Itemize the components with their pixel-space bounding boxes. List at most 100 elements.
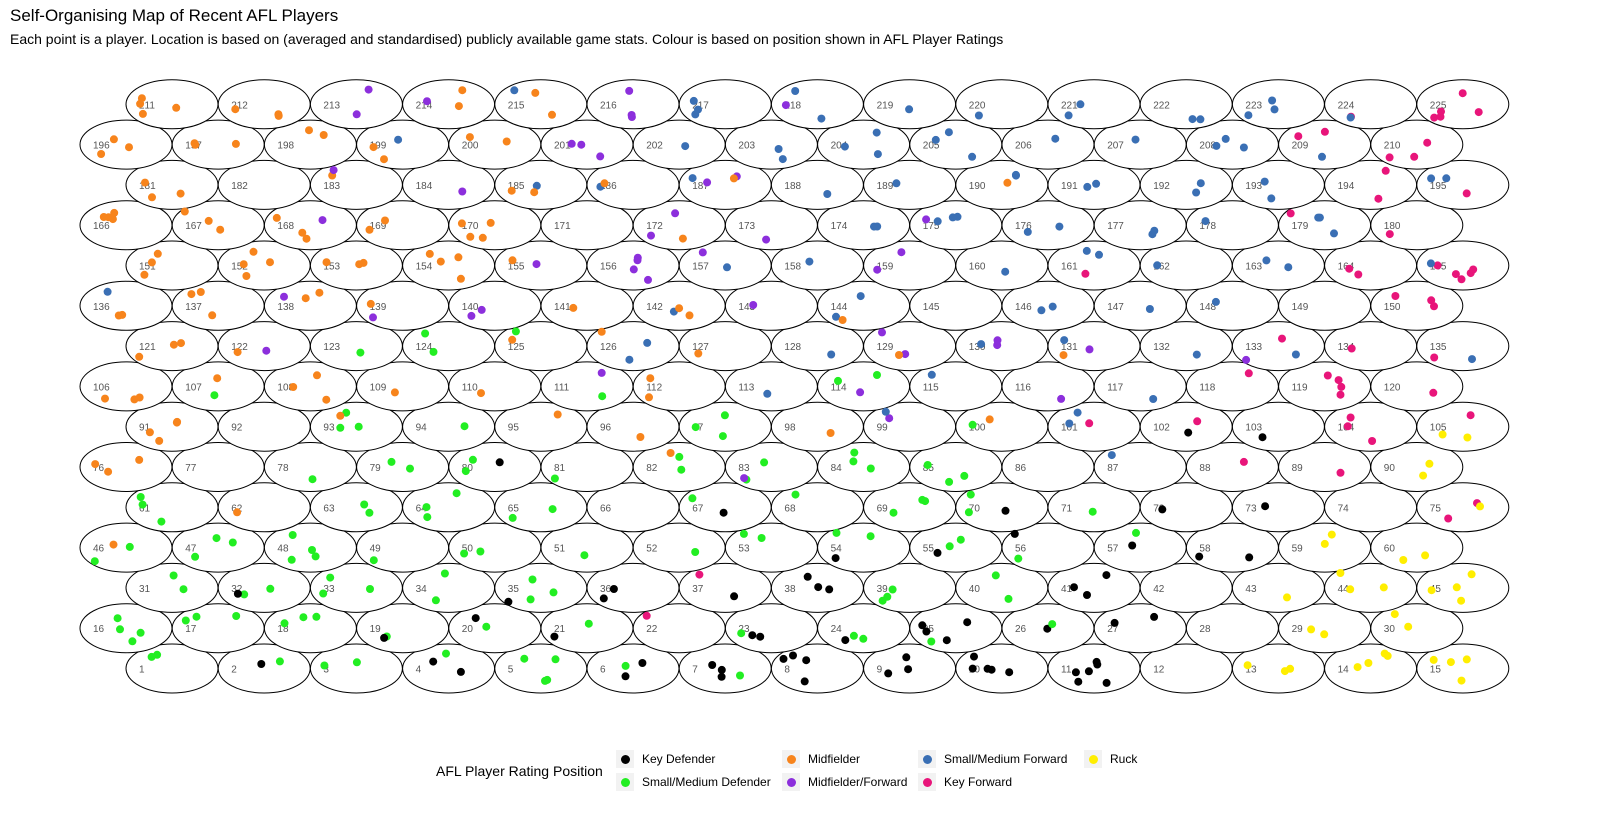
player-point — [208, 311, 217, 320]
player-point — [817, 114, 826, 123]
node-label-57: 57 — [1107, 544, 1119, 555]
player-point — [889, 508, 898, 517]
player-point — [1385, 153, 1394, 162]
player-point — [902, 653, 911, 662]
player-point — [1468, 355, 1476, 364]
player-point — [322, 258, 331, 267]
player-point — [1093, 660, 1102, 669]
node-label-190: 190 — [969, 181, 986, 192]
player-point — [1001, 267, 1010, 276]
som-map: 1234567891011121314151617181920212223242… — [79, 79, 1510, 694]
node-label-213: 213 — [323, 100, 340, 111]
node-label-127: 127 — [692, 342, 709, 353]
player-point — [249, 247, 258, 256]
player-point — [800, 677, 809, 686]
player-point — [354, 422, 363, 431]
player-point — [196, 288, 205, 296]
player-point — [1429, 655, 1438, 664]
node-label-156: 156 — [600, 262, 617, 273]
player-point — [584, 619, 593, 628]
player-point — [1423, 138, 1432, 147]
player-point — [502, 137, 511, 146]
node-label-142: 142 — [646, 302, 663, 313]
player-point — [1192, 350, 1201, 359]
node-label-176: 176 — [1015, 221, 1032, 232]
node-label-18: 18 — [277, 624, 289, 635]
node-label-23: 23 — [738, 624, 750, 635]
player-point — [1284, 263, 1293, 272]
player-point — [1095, 250, 1103, 259]
player-point — [1084, 667, 1093, 676]
player-point — [440, 569, 449, 578]
player-point — [550, 632, 559, 641]
player-point — [336, 423, 345, 432]
node-label-63: 63 — [323, 503, 335, 514]
node-label-110: 110 — [462, 382, 478, 393]
player-point — [1010, 529, 1019, 538]
node-label-69: 69 — [877, 503, 889, 514]
node-label-128: 128 — [784, 342, 801, 353]
player-point — [228, 538, 237, 547]
node-label-215: 215 — [508, 100, 525, 111]
player-point — [1267, 194, 1276, 203]
player-point — [1074, 677, 1083, 686]
player-point — [1059, 351, 1068, 360]
player-point — [457, 219, 466, 228]
node-label-188: 188 — [784, 181, 801, 192]
player-point — [465, 133, 474, 142]
player-point — [266, 584, 275, 593]
node-label-212: 212 — [231, 100, 248, 111]
player-point — [1201, 217, 1210, 226]
node-label-73: 73 — [1245, 503, 1257, 514]
player-point — [155, 436, 164, 445]
player-point — [1245, 553, 1254, 562]
player-point — [454, 102, 463, 111]
node-label-140: 140 — [462, 302, 479, 313]
player-point — [964, 508, 973, 517]
node-label-95: 95 — [508, 423, 520, 434]
player-point — [231, 105, 240, 114]
player-point — [128, 637, 137, 646]
node-label-16: 16 — [93, 624, 105, 635]
player-point — [878, 328, 886, 337]
node-label-120: 120 — [1384, 382, 1401, 393]
player-point — [1425, 459, 1434, 468]
node-label-214: 214 — [416, 100, 433, 111]
player-point — [365, 508, 374, 517]
legend-item: Midfielder/Forward — [782, 773, 907, 791]
player-point — [789, 651, 797, 660]
player-point — [580, 551, 589, 560]
player-point — [1083, 591, 1091, 599]
player-point — [138, 109, 147, 118]
player-point — [1462, 189, 1471, 198]
player-point — [369, 313, 377, 322]
player-point — [1463, 433, 1472, 442]
node-label-20: 20 — [462, 624, 474, 635]
node-label-51: 51 — [554, 544, 566, 555]
player-point — [596, 152, 605, 161]
node-label-119: 119 — [1292, 382, 1308, 393]
player-point — [336, 411, 345, 420]
legend: AFL Player Rating Position Key Defender S… — [436, 746, 1596, 806]
player-point — [1070, 583, 1078, 592]
node-label-178: 178 — [1199, 221, 1216, 232]
node-label-38: 38 — [784, 584, 796, 595]
node-label-2: 2 — [231, 665, 237, 676]
player-point — [1336, 468, 1345, 477]
player-point — [1391, 292, 1400, 300]
node-label-208: 208 — [1199, 141, 1216, 152]
player-point — [387, 457, 396, 466]
player-point — [548, 110, 556, 119]
node-label-24: 24 — [831, 624, 843, 635]
player-point — [550, 474, 559, 483]
player-point — [1057, 394, 1066, 403]
node-label-179: 179 — [1292, 221, 1309, 232]
player-point — [508, 256, 517, 265]
player-point — [1337, 382, 1346, 391]
player-point — [873, 371, 881, 379]
player-point — [666, 449, 675, 457]
node-label-136: 136 — [93, 302, 110, 313]
node-label-106: 106 — [93, 382, 110, 393]
player-point — [838, 316, 847, 324]
player-point — [266, 258, 274, 267]
